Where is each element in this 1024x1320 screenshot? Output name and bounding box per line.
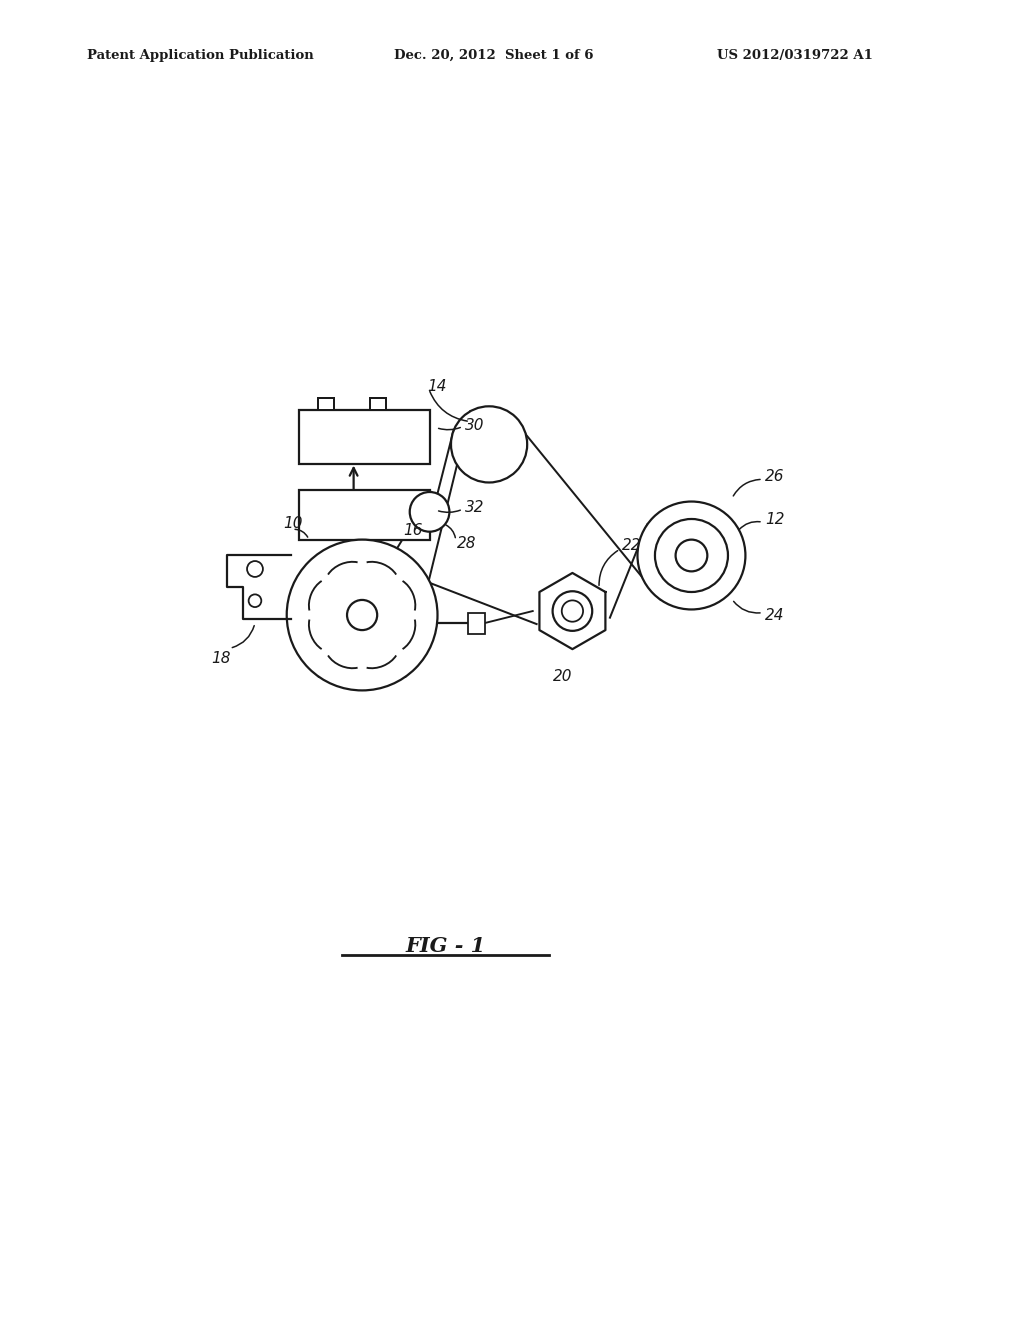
Circle shape [655,519,728,591]
Circle shape [553,591,592,631]
Bar [299,411,430,465]
Circle shape [638,502,745,610]
Circle shape [676,540,708,572]
Circle shape [347,599,377,630]
Text: US 2012/0319722 A1: US 2012/0319722 A1 [717,49,872,62]
Text: 18: 18 [211,651,230,667]
Bar [370,397,386,411]
Circle shape [287,540,437,690]
Text: 28: 28 [458,536,477,550]
Text: 14: 14 [427,379,446,393]
Text: 32: 32 [465,500,484,515]
Circle shape [451,407,527,483]
Circle shape [247,561,263,577]
Text: 12: 12 [765,512,784,527]
Bar [299,491,430,540]
Bar [468,614,485,634]
Circle shape [562,601,583,622]
Text: FIG - 1: FIG - 1 [406,936,485,956]
Text: 26: 26 [765,469,784,483]
Bar [318,397,334,411]
Circle shape [410,492,450,532]
Text: 22: 22 [623,537,642,553]
Text: 10: 10 [283,516,302,531]
Text: 24: 24 [765,607,784,623]
Text: 20: 20 [553,669,572,684]
Text: 30: 30 [465,418,484,433]
Text: 16: 16 [403,523,423,539]
Circle shape [249,594,261,607]
Text: Patent Application Publication: Patent Application Publication [87,49,313,62]
Text: Dec. 20, 2012  Sheet 1 of 6: Dec. 20, 2012 Sheet 1 of 6 [394,49,594,62]
